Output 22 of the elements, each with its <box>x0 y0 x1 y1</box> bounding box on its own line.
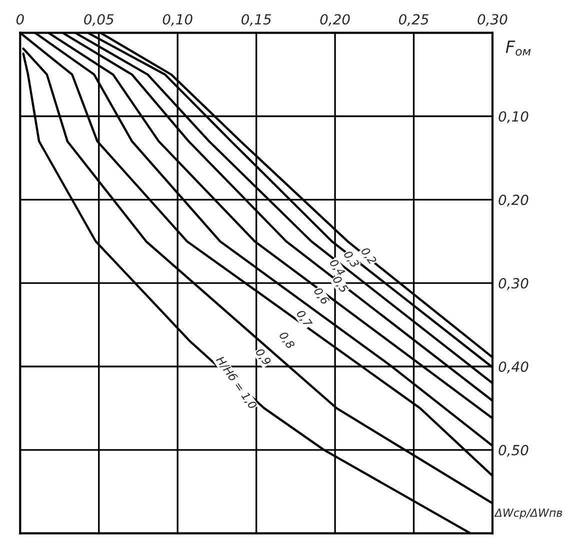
x-axis-title: F$_{ом}$ <box>506 40 531 56</box>
x-tick-label: 0,05 <box>84 14 114 26</box>
x-tick-label: 0,25 <box>398 14 428 26</box>
annotation: 0,3 <box>342 250 360 269</box>
annotation: 0,6 <box>312 286 330 306</box>
y-axis-title: ΔWср/ΔWпв <box>494 508 562 520</box>
annotation: 0,2 <box>360 246 378 266</box>
y-tick-label: 0,30 <box>498 278 528 290</box>
x-tick-label: 0,30 <box>478 14 508 26</box>
annotation: 0,8 <box>278 330 296 350</box>
x-tick-label: 0 <box>16 14 24 25</box>
y-tick-label: 0,50 <box>498 444 528 457</box>
y-tick-label: 0,20 <box>498 194 528 207</box>
annotation: 0,4 <box>328 258 346 278</box>
x-tick-label: 0,15 <box>242 14 272 26</box>
y-tick-label: 0,10 <box>498 111 528 124</box>
x-tick-label: 0,20 <box>320 14 350 26</box>
annotation: 0,7 <box>295 309 313 329</box>
x-tick-label: 0,10 <box>162 14 192 26</box>
annotation: 0,5 <box>331 274 349 294</box>
y-tick-label: 0,40 <box>498 361 528 374</box>
annotation: 0,9 <box>254 348 272 366</box>
